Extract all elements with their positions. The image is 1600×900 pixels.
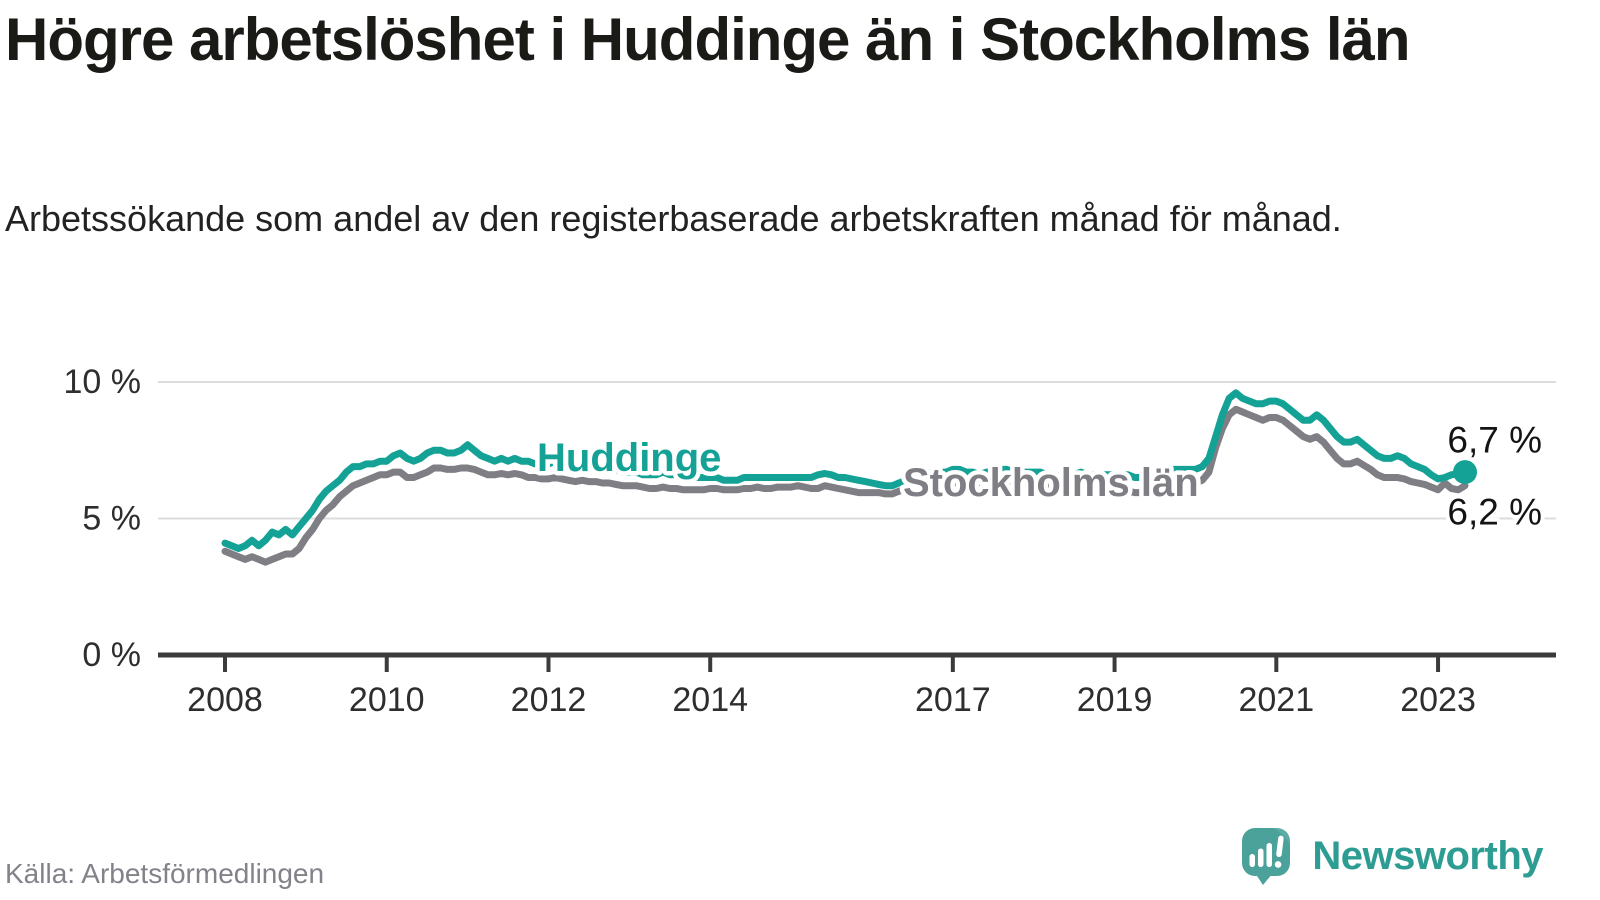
unemployment-line-chart: 2008 2010 2012 2014 2017 2019 2021 2023 0 % 5 % 10… [64,363,1556,719]
newsworthy-brand: Newsworthy [1242,828,1543,885]
y-tick-label-10: 10 % [64,363,142,401]
x-tick-label-2023: 2023 [1400,681,1476,719]
huddinge-label: Huddinge [537,436,721,480]
x-tick-label-2014: 2014 [672,681,748,719]
stockholms-l-n-label: Stockholms län [903,461,1199,505]
huddinge-end-dot [1453,460,1477,485]
chart-subtitle: Arbetssökande som andel av den registerb… [5,198,1342,239]
y-tick-label-0: 0 % [82,636,141,674]
x-tick-label-2008: 2008 [187,681,263,719]
chart-title: Högre arbetslöshet i Huddinge än i Stock… [5,6,1411,73]
stockholms-l-n-line [221,405,1469,566]
huddinge-line [221,389,1469,552]
x-tick-label-2019: 2019 [1077,681,1153,719]
x-tick-label-2012: 2012 [511,681,587,719]
source-note: Källa: Arbetsförmedlingen [5,858,325,889]
stockholms-l-n-end-value: 6,2 % [1447,492,1542,533]
huddinge-end-value: 6,7 % [1447,420,1542,461]
x-tick-label-2017: 2017 [915,681,991,719]
newsworthy-brand-name: Newsworthy [1312,834,1543,878]
newsworthy-logo-icon [1242,828,1291,885]
x-tick-label-2021: 2021 [1238,681,1314,719]
x-tick-label-2010: 2010 [349,681,425,719]
y-tick-label-5: 5 % [82,500,141,538]
